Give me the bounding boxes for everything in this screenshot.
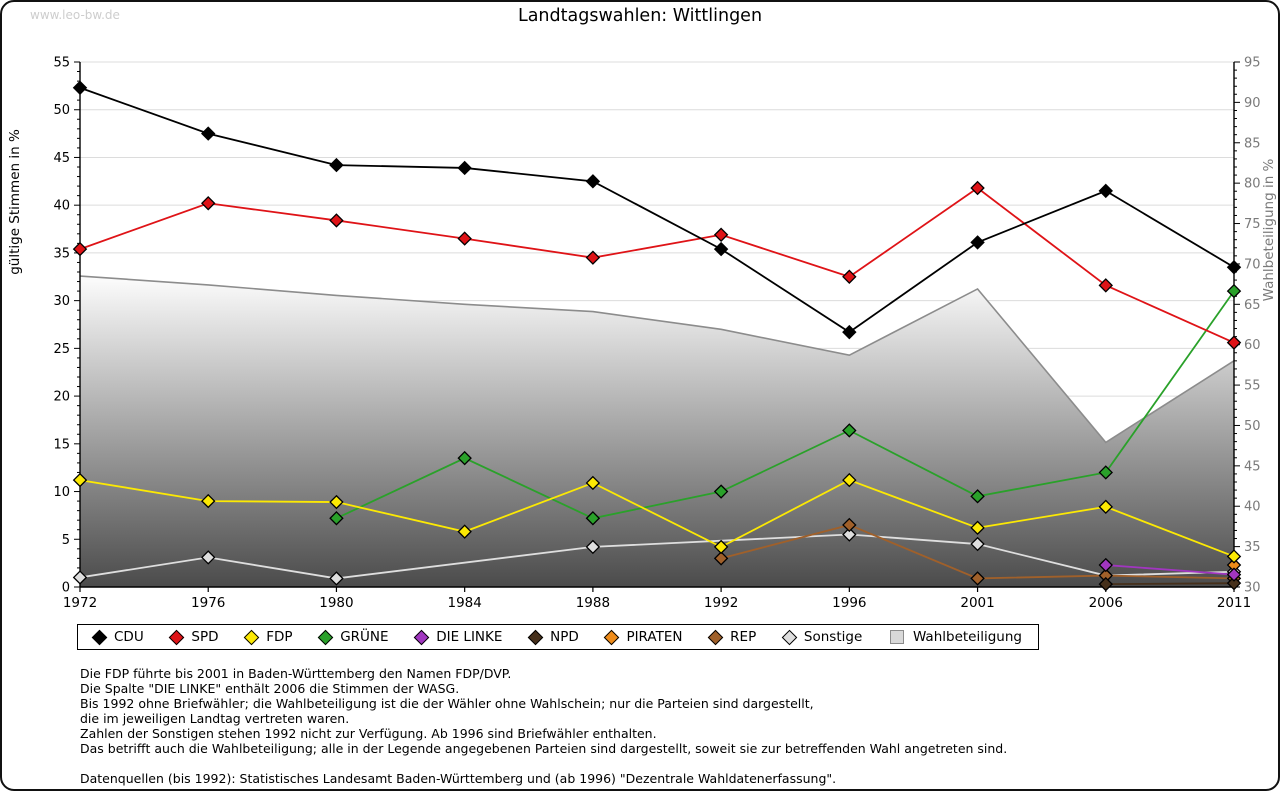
svg-text:65: 65 (1244, 298, 1261, 313)
x-tick-label: 1988 (576, 595, 610, 611)
x-tick-label: 1996 (832, 595, 866, 611)
footnotes: Die FDP führte bis 2001 in Baden-Württem… (80, 666, 1007, 786)
svg-text:40: 40 (53, 199, 70, 214)
legend-label: SPD (191, 629, 219, 645)
svg-text:60: 60 (1244, 338, 1261, 353)
legend-label: Sonstige (803, 629, 863, 645)
legend-diamond-icon (413, 629, 430, 645)
legend-label: NPD (550, 629, 579, 645)
svg-text:70: 70 (1244, 257, 1261, 272)
legend-item-fdp: FDP (243, 629, 293, 645)
footnote-line: Zahlen der Sonstigen stehen 1992 nicht z… (80, 726, 657, 741)
legend-item-npd: NPD (527, 629, 579, 645)
svg-text:5: 5 (62, 533, 70, 548)
legend-label: Wahlbeteiligung (912, 629, 1022, 645)
footnote-line: Das betrifft auch die Wahlbeteiligung; a… (80, 741, 1008, 756)
election-line-chart: 0 5 10 15 20 25 30 35 40 45 50 55 30 35 40 45 50 55 60 65 70… (2, 2, 1278, 622)
footnote-line: Die Spalte "DIE LINKE" enthält 2006 die … (80, 681, 460, 696)
svg-text:75: 75 (1244, 217, 1261, 232)
legend-label: PIRATEN (626, 629, 683, 645)
svg-text:55: 55 (53, 56, 70, 71)
legend-diamond-icon (243, 629, 260, 645)
svg-text:50: 50 (1244, 419, 1261, 434)
legend-diamond-icon (91, 629, 108, 645)
legend-diamond-icon (527, 629, 544, 645)
legend-diamond-icon (604, 629, 620, 645)
svg-text:80: 80 (1244, 177, 1261, 192)
svg-text:30: 30 (53, 294, 70, 309)
legend-item-piraten: PIRATEN (604, 629, 683, 645)
legend-item-die-linke: DIE LINKE (413, 629, 503, 645)
watermark: www.leo-bw.de (30, 8, 120, 22)
legend-diamond-icon (707, 629, 724, 645)
svg-text:25: 25 (53, 342, 70, 357)
legend-square-icon (889, 630, 904, 644)
legend-label: CDU (114, 629, 144, 645)
legend-label: GRÜNE (340, 629, 389, 645)
legend-label: DIE LINKE (436, 629, 503, 645)
x-tick-label: 1976 (191, 595, 225, 611)
legend-item-grüne: GRÜNE (317, 629, 389, 645)
turnout-area (79, 275, 1235, 587)
x-tick-label: 1984 (447, 595, 481, 611)
svg-text:55: 55 (1244, 379, 1261, 394)
footnote-line: Bis 1992 ohne Briefwähler; die Wahlbetei… (80, 696, 814, 711)
svg-text:20: 20 (53, 390, 70, 405)
svg-text:85: 85 (1244, 136, 1261, 151)
legend-diamond-icon (781, 629, 798, 645)
series-SPD (72, 180, 1242, 350)
svg-text:50: 50 (53, 103, 70, 118)
series-DIE-LINKE (1098, 557, 1242, 582)
series-CDU (72, 80, 1242, 340)
legend-diamond-icon (317, 629, 334, 645)
datasource-line: Datenquellen (bis 1992): Statistisches L… (80, 771, 837, 786)
series-GRÜNE (329, 283, 1242, 526)
svg-text:40: 40 (1244, 500, 1261, 515)
legend-item-sonstige: Sonstige (781, 629, 863, 645)
x-tick-label: 1972 (63, 595, 97, 611)
legend-item-rep: REP (707, 629, 757, 645)
svg-text:45: 45 (1244, 459, 1261, 474)
legend-label: FDP (266, 629, 293, 645)
legend-diamond-icon (169, 629, 185, 645)
svg-text:15: 15 (53, 437, 70, 452)
series-FDP (72, 472, 1242, 564)
svg-text:90: 90 (1244, 96, 1261, 111)
x-tick-label: 1980 (319, 595, 353, 611)
legend-item-spd: SPD (169, 629, 219, 645)
footnote-line: die im jeweiligen Landtag vertreten ware… (80, 711, 350, 726)
x-tick-label: 2001 (960, 595, 994, 611)
legend-item-cdu: CDU (91, 629, 144, 645)
svg-text:95: 95 (1244, 56, 1261, 71)
series-NPD (1098, 575, 1242, 592)
x-tick-label: 2011 (1217, 595, 1251, 611)
svg-text:35: 35 (1244, 540, 1261, 555)
right-axis-title: Wahlbeteiligung in % (1261, 158, 1277, 301)
left-axis-title: gültige Stimmen in % (7, 129, 23, 275)
svg-text:10: 10 (53, 485, 70, 500)
svg-text:0: 0 (62, 581, 70, 596)
svg-text:35: 35 (53, 246, 70, 261)
legend-label: REP (730, 629, 757, 645)
x-tick-label: 1992 (704, 595, 738, 611)
svg-text:45: 45 (53, 151, 70, 166)
chart-legend: CDU SPD FDP GRÜNE DIE LINKE NPD PIRATEN REP Sons… (77, 624, 1039, 650)
page-title: Landtagswahlen: Wittlingen (517, 6, 763, 26)
legend-item-wahlbeteiligung: Wahlbeteiligung (889, 629, 1022, 645)
svg-text:30: 30 (1244, 581, 1261, 596)
x-tick-label: 2006 (1089, 595, 1123, 611)
footnote-line: Die FDP führte bis 2001 in Baden-Württem… (80, 666, 512, 681)
